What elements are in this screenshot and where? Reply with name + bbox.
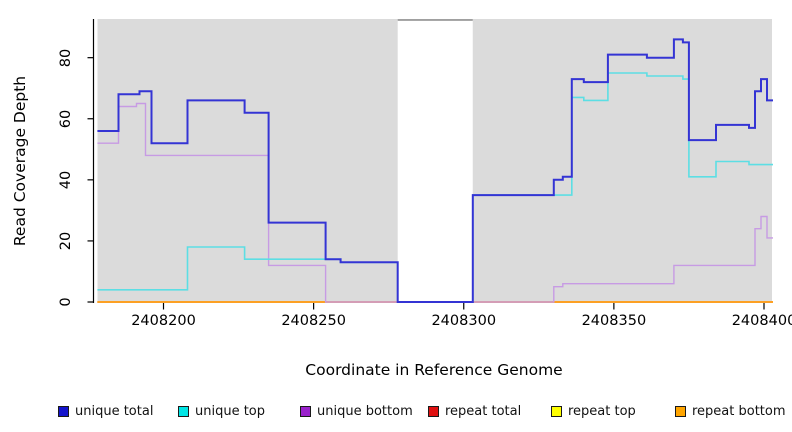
y-tick-label: 0: [58, 297, 74, 307]
y-axis-title: Read Coverage Depth: [11, 75, 29, 247]
legend-swatch-icon: [675, 405, 686, 417]
legend-swatch-icon: [58, 405, 69, 417]
legend-item-unique-top: unique top: [178, 403, 266, 419]
legend-label: repeat top: [568, 403, 636, 419]
x-tick-label: 2408350: [581, 313, 647, 329]
legend-label: unique total: [75, 403, 154, 419]
legend-item-unique-bottom: unique bottom: [300, 403, 413, 419]
legend-label: unique top: [195, 403, 266, 419]
legend-swatch-icon: [551, 405, 562, 417]
x-tick-label: 2408300: [431, 313, 497, 329]
legend-label: unique bottom: [317, 403, 413, 419]
legend-item-repeat-total: repeat total: [428, 403, 522, 419]
legend-item-repeat-top: repeat top: [551, 403, 636, 419]
x-axis-title: Coordinate in Reference Genome: [305, 361, 563, 379]
masked-region: [397, 19, 473, 303]
series-line-unique-top: [97, 72, 773, 303]
y-tick-label: 60: [58, 109, 74, 128]
legend-label: repeat bottom: [692, 403, 786, 419]
legend-item-unique-total: unique total: [58, 403, 154, 419]
y-tick-label: 20: [58, 231, 74, 251]
legend-swatch-icon: [300, 405, 311, 417]
x-tick-label: 2408400: [731, 313, 792, 329]
y-tick-label: 80: [58, 48, 74, 67]
x-tick-label: 2408250: [281, 313, 346, 329]
legend-item-repeat-bottom: repeat bottom: [675, 403, 786, 419]
series-line-unique-total: [97, 38, 773, 303]
legend-swatch-icon: [178, 405, 189, 417]
y-tick-label: 40: [58, 170, 74, 190]
legend-label: repeat total: [445, 403, 522, 419]
series-line-unique-bottom: [97, 102, 773, 303]
x-tick-label: 2408200: [131, 313, 196, 329]
legend-swatch-icon: [428, 405, 439, 417]
